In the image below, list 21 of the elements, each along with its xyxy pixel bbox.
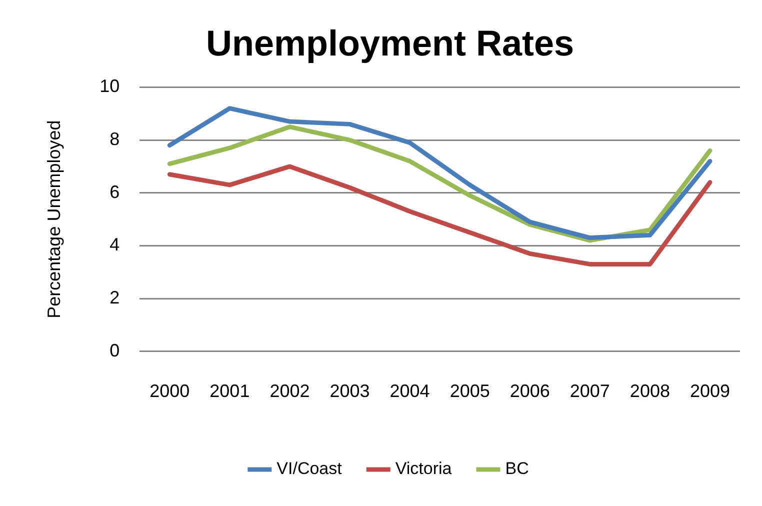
y-tick-label: 8	[110, 129, 120, 150]
x-tick-label: 2001	[210, 381, 250, 402]
legend-label: BC	[505, 459, 529, 478]
x-tick-label: 2007	[570, 381, 610, 402]
y-tick-label: 0	[110, 340, 120, 360]
x-tick-label: 2008	[630, 381, 670, 402]
x-tick-label: 2009	[690, 381, 730, 402]
x-tick-label: 2005	[450, 381, 490, 402]
y-tick-label: 2	[110, 288, 120, 308]
chart-title: Unemployment Rates	[206, 22, 574, 64]
y-tick-label: 10	[100, 76, 120, 96]
legend-label: VI/Coast	[276, 459, 342, 478]
legend-label: Victoria	[395, 459, 452, 478]
x-tick-label: 2000	[150, 381, 190, 402]
x-tick-label: 2003	[330, 381, 370, 402]
y-axis-title: Percentage Unemployed	[44, 120, 64, 318]
y-tick-label: 4	[110, 234, 120, 255]
x-tick-label: 2004	[390, 381, 430, 402]
y-tick-label: 6	[110, 182, 120, 202]
x-tick-label: 2002	[270, 381, 310, 402]
x-tick-label: 2006	[510, 381, 550, 402]
